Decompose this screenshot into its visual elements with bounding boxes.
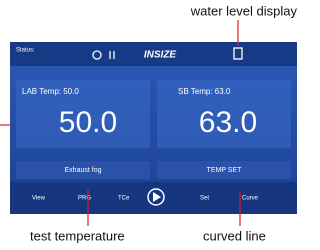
toolbar-item[interactable]: TCe [118, 196, 130, 202]
lab-temp: 50.0 [59, 106, 117, 139]
toolbar-item[interactable]: Set [200, 196, 209, 202]
sb-temp-label: SB Temp: 63.0 [178, 87, 231, 96]
toolbar-item[interactable]: View [32, 196, 46, 202]
toolbar-item[interactable]: Curve [242, 196, 259, 202]
annotation: test temperature [30, 228, 125, 243]
button-label: Exhaust fog [65, 167, 102, 174]
annotation: water level display [190, 3, 298, 18]
annotation: curved line [203, 228, 266, 243]
diagram: Status: INSIZE LAB Temp: 50.0 SB Temp: 6… [0, 0, 301, 250]
logo: INSIZE [144, 50, 177, 61]
lab-temp-label: LAB Temp: 50.0 [22, 87, 79, 96]
sb-temp: 63.0 [199, 106, 257, 139]
button-label: TEMP SET [207, 167, 243, 174]
status: Status: [16, 48, 35, 54]
toolbar-item[interactable]: PRG [78, 196, 91, 202]
